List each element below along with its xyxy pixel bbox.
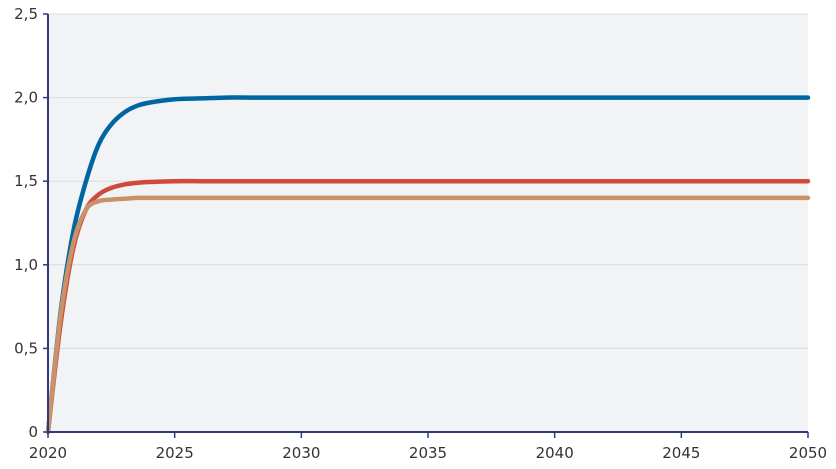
x-tick-label-1: 2025 [156,444,194,462]
x-tick-label-5: 2045 [662,444,700,462]
x-axis-ticks: 2020 2025 2030 2035 2040 2045 2050 [29,432,827,462]
y-axis-ticks: 0 0,5 1,0 1,5 2,0 2,5 [14,5,48,441]
y-tick-label-1: 0,5 [14,339,38,357]
x-tick-label-6: 2050 [789,444,827,462]
series-line-3 [45,195,811,435]
y-tick-label-0: 0 [28,423,38,441]
y-tick-label-3: 1,5 [14,172,38,190]
y-tick-label-4: 2,0 [14,89,38,107]
plot-background [48,14,808,432]
x-tick-label-4: 2040 [536,444,574,462]
x-tick-label-3: 2035 [409,444,447,462]
y-tick-label-5: 2,5 [14,5,38,23]
y-tick-label-2: 1,0 [14,256,38,274]
x-tick-label-2: 2030 [282,444,320,462]
x-tick-label-0: 2020 [29,444,67,462]
series-line-1 [45,95,811,435]
series-layer [45,95,811,435]
